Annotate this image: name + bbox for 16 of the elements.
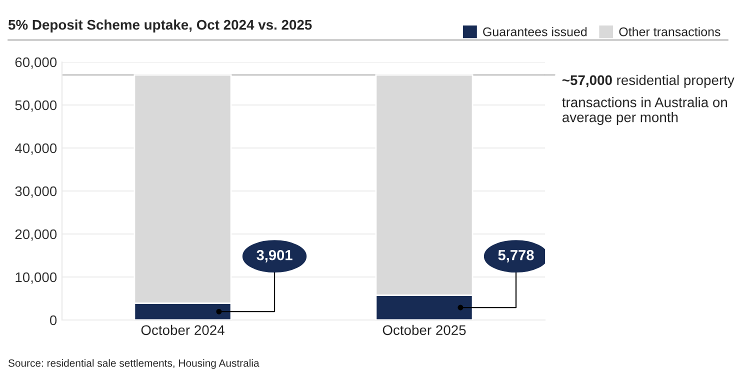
- text: ~57,000 residential property transactions in Australia on average per month: [562, 74, 734, 125]
- y-tick-label: 0: [50, 315, 57, 326]
- y-tick-label: 60,000: [15, 57, 57, 69]
- chart-title: 5% Deposit Scheme uptake, Oct 2024 vs. 2025: [8, 20, 312, 32]
- y-tick-label: 20,000: [15, 229, 57, 241]
- y-tick-label: 30,000: [15, 186, 57, 198]
- legend-label: Guarantees issued: [483, 27, 587, 36]
- data-label: 5,778: [498, 250, 534, 262]
- legend-label: Other transactions: [619, 27, 720, 36]
- data-label: 3,901: [256, 250, 292, 262]
- y-tick-label: 40,000: [14, 143, 57, 155]
- x-tick-label: October 2024: [141, 324, 224, 336]
- source-note: Source: residential sale settlements, Housing Australia: [8, 359, 260, 369]
- y-tick-label: 50,000: [15, 100, 57, 112]
- y-tick-label: 10,000: [16, 272, 57, 284]
- x-tick-label: October 2025: [382, 324, 466, 336]
